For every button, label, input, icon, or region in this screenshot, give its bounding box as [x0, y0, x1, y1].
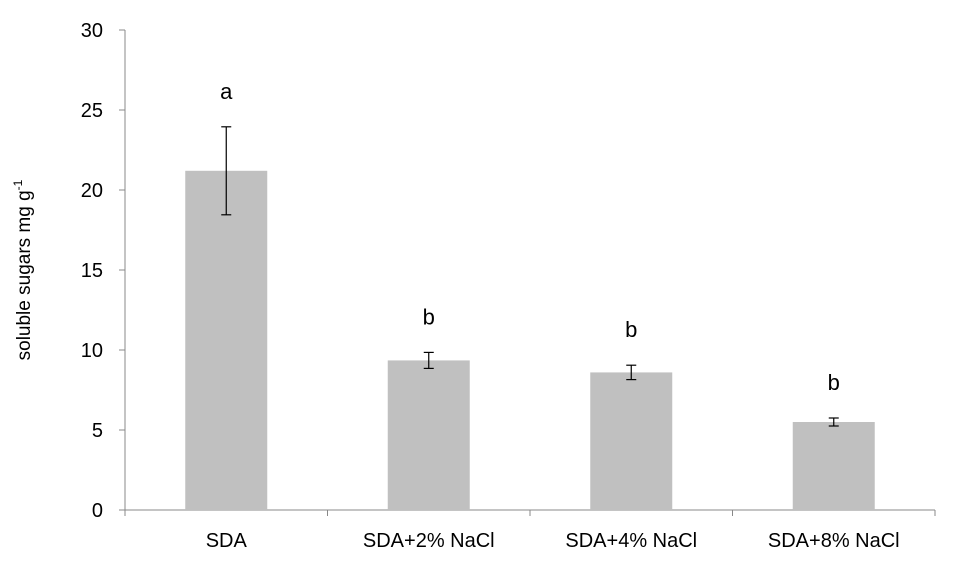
y-axis-title-text: soluble sugars mg g [14, 190, 35, 360]
bar [387, 360, 470, 510]
x-category-label: SDA+8% NaCl [768, 530, 900, 552]
bar [185, 170, 268, 511]
y-axis-title: soluble sugars mg g-1 [11, 179, 35, 360]
significance-label: b [828, 370, 840, 395]
y-tick-label: 10 [81, 340, 103, 362]
y-tick-label: 5 [92, 420, 103, 442]
bar [792, 422, 875, 510]
significance-label: b [625, 317, 637, 342]
y-tick-label: 25 [81, 100, 103, 122]
bar [590, 372, 673, 510]
y-tick-label: 0 [92, 500, 103, 522]
significance-label: a [220, 79, 233, 104]
x-category-label: SDA+4% NaCl [565, 530, 697, 552]
y-tick-label: 20 [81, 180, 103, 202]
significance-label: b [423, 304, 435, 329]
x-category-label: SDA+2% NaCl [363, 530, 495, 552]
y-tick-label: 15 [81, 260, 103, 282]
y-axis-title-superscript: -1 [11, 179, 25, 190]
x-category-label: SDA [206, 530, 248, 552]
y-tick-label: 30 [81, 20, 103, 42]
